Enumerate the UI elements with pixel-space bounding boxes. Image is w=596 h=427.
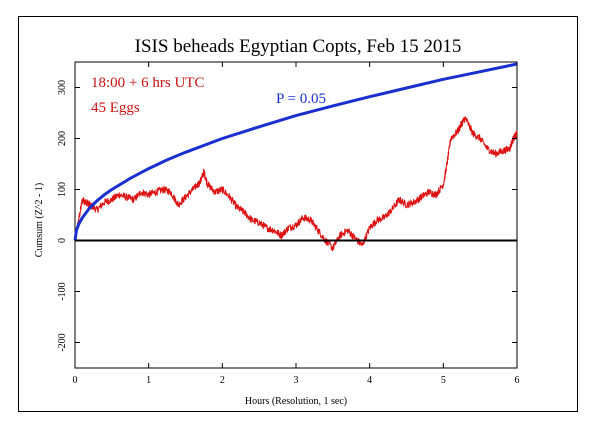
annotation-p-value: P = 0.05	[276, 91, 326, 107]
y-tick-label: 100	[57, 182, 68, 197]
plot-border	[74, 61, 518, 369]
y-tick-label: 200	[57, 131, 68, 146]
x-tick-label: 4	[367, 375, 372, 386]
x-tick-label: 5	[441, 375, 446, 386]
y-tick-label: 0	[57, 238, 68, 243]
annotation-eggs: 45 Eggs	[91, 100, 140, 116]
x-tick-label: 6	[515, 375, 520, 386]
y-tick-label: -200	[57, 333, 68, 351]
chart-title: ISIS beheads Egyptian Copts, Feb 15 2015	[135, 36, 462, 57]
y-tick-label: 300	[57, 80, 68, 95]
x-tick-label: 0	[73, 375, 78, 386]
y-axis-label: Cumsum (Z^2 - 1)	[34, 183, 45, 257]
x-tick-label: 2	[220, 375, 225, 386]
p-05-envelope	[73, 62, 518, 241]
plot-area	[73, 61, 518, 369]
chart-frame	[18, 16, 578, 412]
axis-ticks: 0 1 2 3 4 5 6 -200 -100 0 100 200 300	[57, 62, 520, 386]
x-tick-label: 1	[146, 375, 151, 386]
y-tick-label: -100	[57, 282, 68, 300]
annotation-time: 18:00 + 6 hrs UTC	[91, 75, 204, 91]
x-axis-label: Hours (Resolution, 1 sec)	[245, 396, 347, 407]
cumsum-trace	[74, 116, 518, 252]
x-tick-label: 3	[294, 375, 299, 386]
